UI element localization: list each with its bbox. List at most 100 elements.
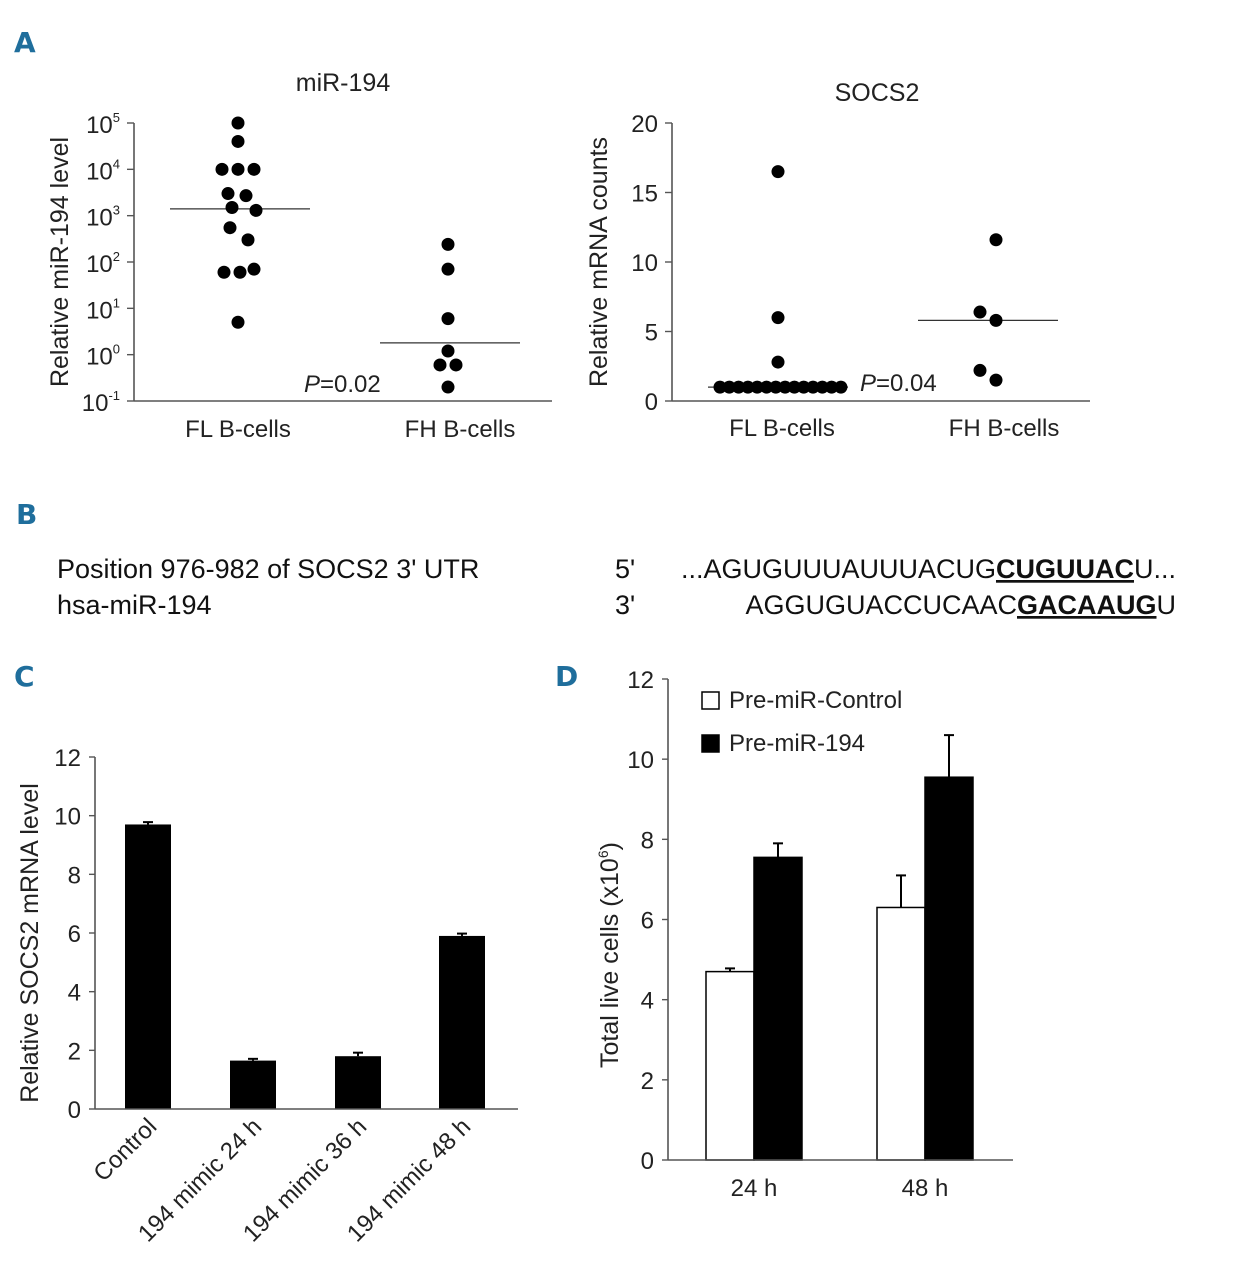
data-point (834, 380, 848, 394)
chart-socs2-scatter: SOCS2 Relative mRNA counts 0 5 10 15 20 FL B… (585, 79, 1090, 442)
y-tick-label: 10 (54, 804, 81, 831)
data-point (973, 363, 987, 377)
bar (335, 1056, 381, 1109)
data-point (221, 187, 235, 201)
panel-label-a: A (14, 26, 36, 59)
legend-label: Pre-miR-194 (729, 730, 865, 757)
data-point (433, 358, 447, 372)
panel-label-c: C (14, 660, 35, 693)
y-tick-label: 103 (86, 203, 120, 232)
data-point (231, 116, 245, 130)
data-point (225, 201, 239, 215)
legend-label: Pre-miR-Control (729, 687, 902, 714)
legend: Pre-miR-Control Pre-miR-194 (701, 687, 902, 757)
y-tick-exponent: 5 (113, 110, 120, 125)
legend-swatch (701, 734, 720, 753)
utr-sequence: ...AGUGUUUAUUUACUGCUGUUACU... (681, 554, 1176, 584)
data-point (441, 380, 455, 394)
x-category-label: FH B-cells (949, 415, 1060, 442)
bar (230, 1060, 276, 1109)
y-tick-exponent: 0 (113, 342, 120, 357)
y-tick-label: 2 (641, 1068, 654, 1095)
data-point (741, 380, 755, 394)
prime-5: 5' (615, 554, 635, 584)
data-point (989, 233, 1003, 247)
data-point (241, 233, 255, 247)
data-point (760, 380, 773, 394)
y-tick-exponent: -1 (108, 388, 120, 403)
legend-swatch (701, 691, 720, 710)
data-point (449, 358, 463, 372)
y-axis-label-exponent: 6 (595, 850, 611, 858)
y-tick-label: 102 (86, 249, 120, 278)
p-value: =0.04 (876, 370, 937, 397)
x-category-label: FH B-cells (405, 416, 516, 443)
data-point (732, 380, 746, 394)
data-point (231, 134, 245, 148)
x-category-label: 48 h (902, 1175, 949, 1202)
y-tick-exponent: 4 (113, 156, 120, 171)
p-symbol: P (860, 370, 876, 397)
bars (125, 821, 485, 1109)
mirna-sequence: AGGUGUACCUCAACGACAAUGU (745, 590, 1176, 620)
utr-seq-prefix: ...AGUGUUUAUUUACUG (681, 554, 996, 584)
x-category-label: FL B-cells (729, 415, 835, 442)
y-tick-exponent: 3 (113, 203, 120, 218)
y-ticks: 0 5 10 15 20 (631, 111, 672, 416)
y-tick-label: 6 (641, 908, 654, 935)
data-point (231, 315, 245, 329)
y-ticks: 0 2 4 6 8 10 12 (627, 667, 668, 1175)
y-tick-label: 0 (641, 1148, 654, 1175)
data-point (441, 344, 455, 358)
data-point (806, 380, 820, 394)
mirna-seq-prefix: AGGUGUACCUCAAC (745, 590, 1017, 620)
y-tick-label: 12 (54, 745, 81, 772)
y-tick-label: 12 (627, 667, 654, 694)
y-tick-label: 10-1 (82, 388, 120, 417)
y-tick-label: 105 (86, 110, 120, 139)
x-categories: FL B-cells FH B-cells (185, 416, 515, 443)
data-points (708, 165, 1058, 394)
data-point (771, 165, 785, 179)
y-tick-label: 2 (68, 1038, 81, 1065)
bar (876, 906, 926, 1161)
data-point (215, 162, 229, 176)
bar (439, 935, 485, 1109)
data-point (441, 312, 455, 326)
chart-title: SOCS2 (835, 79, 920, 107)
chart-socs2-bar: Relative SOCS2 mRNA level 0 2 4 6 8 10 12 Cont… (16, 745, 518, 1247)
p-value: =0.02 (320, 371, 381, 398)
bars (705, 734, 974, 1161)
panel-label-d: D (555, 660, 578, 693)
x-categories: FL B-cells FH B-cells (729, 415, 1059, 442)
y-tick-label: 5 (645, 320, 658, 347)
y-ticks: 0 2 4 6 8 10 12 (54, 745, 95, 1124)
y-tick-label: 101 (86, 295, 120, 324)
data-point (249, 203, 263, 217)
data-point (778, 380, 792, 394)
y-tick-exponent: 2 (113, 249, 120, 264)
y-tick-label: 8 (641, 827, 654, 854)
data-point (722, 380, 736, 394)
sequence-alignment: Position 976-982 of SOCS2 3' UTR hsa-miR… (57, 554, 1176, 620)
y-tick-base: 10 (86, 251, 113, 278)
utr-seq-suffix: U... (1134, 554, 1176, 584)
data-point (989, 373, 1003, 387)
data-point (217, 265, 231, 279)
y-axis-label: Relative mRNA counts (585, 137, 613, 387)
y-axis-label: Total live cells (x106) (595, 842, 624, 1068)
x-category-label: FL B-cells (185, 416, 291, 443)
y-tick-base: 10 (86, 112, 113, 139)
x-categories: 24 h 48 h (731, 1175, 949, 1202)
bar (753, 856, 803, 1161)
y-tick-label: 20 (631, 111, 658, 138)
y-tick-label: 4 (641, 988, 654, 1015)
y-axis-label: Relative miR-194 level (46, 137, 74, 387)
y-axis-label-main: Total live cells (x10 (596, 858, 624, 1068)
sequence-label-mirna: hsa-miR-194 (57, 590, 212, 620)
prime-3: 3' (615, 590, 635, 620)
data-point (247, 162, 261, 176)
mirna-seed-region: GACAAUG (1017, 590, 1157, 620)
